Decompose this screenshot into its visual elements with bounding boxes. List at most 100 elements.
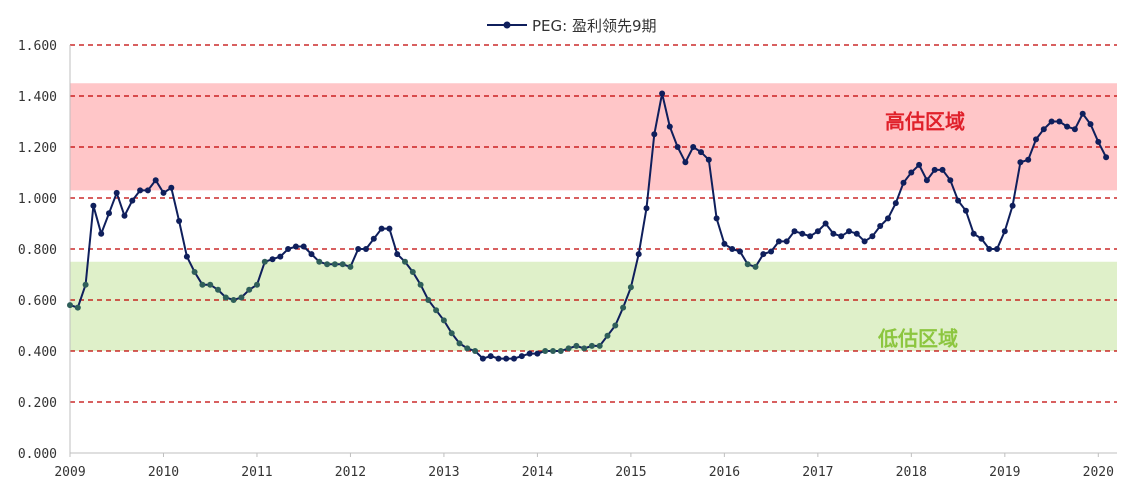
legend: PEG: 盈利领先9期 <box>487 17 657 35</box>
data-point <box>331 261 338 268</box>
data-point <box>183 253 190 260</box>
data-point <box>526 350 533 357</box>
data-point <box>1009 202 1016 209</box>
data-point <box>456 340 463 347</box>
data-point <box>215 286 221 293</box>
data-point <box>339 261 346 268</box>
legend-series-name: PEG: 盈利领先9期 <box>532 17 657 35</box>
data-point <box>846 228 852 235</box>
high-zone-label: 高估区域 <box>885 110 965 134</box>
data-point <box>542 348 549 354</box>
data-point <box>1033 136 1039 143</box>
data-point <box>853 230 860 237</box>
data-point <box>246 286 253 293</box>
data-point <box>464 345 471 352</box>
data-point <box>534 350 541 357</box>
data-point <box>121 212 128 219</box>
data-point <box>791 228 798 235</box>
data-point <box>254 281 260 288</box>
data-point <box>573 342 580 349</box>
data-point <box>144 187 151 194</box>
data-point <box>300 243 307 250</box>
data-point <box>838 233 845 240</box>
y-tick-label: 1.000 <box>18 192 57 207</box>
x-tick-labels: 2009 2010 2011 2012 2013 2014 2015 2016 2017 2018… <box>54 453 1114 480</box>
data-point <box>861 238 868 245</box>
data-point <box>1025 156 1032 163</box>
data-point <box>822 220 829 227</box>
data-point <box>627 284 634 291</box>
data-point <box>518 353 525 360</box>
data-point <box>168 184 175 191</box>
data-point <box>651 131 658 138</box>
data-point <box>596 342 603 349</box>
data-point <box>355 246 362 252</box>
data-point <box>137 187 144 194</box>
data-point <box>433 307 440 314</box>
data-point <box>900 179 907 186</box>
y-tick-label: 0.600 <box>18 294 57 309</box>
data-point <box>729 246 736 252</box>
x-tick-label: 2014 <box>522 465 553 480</box>
data-point <box>98 230 105 237</box>
data-point <box>347 263 354 270</box>
data-point <box>269 256 276 263</box>
data-point <box>1079 110 1086 117</box>
data-point <box>557 348 564 354</box>
data-point <box>425 297 432 303</box>
data-point <box>612 322 619 329</box>
data-point <box>74 304 81 311</box>
data-point <box>409 269 416 275</box>
data-point <box>550 348 556 354</box>
data-point <box>737 248 743 255</box>
data-point <box>402 258 408 265</box>
data-point <box>222 294 229 301</box>
x-tick-label: 2020 <box>1083 465 1114 480</box>
series-peg <box>67 90 1110 362</box>
data-point <box>386 225 393 232</box>
series-markers <box>67 90 1110 362</box>
data-point <box>939 166 946 173</box>
data-point <box>588 342 595 349</box>
data-point <box>783 238 790 245</box>
y-tick-label: 0.000 <box>18 447 57 462</box>
x-tick-label: 2019 <box>989 465 1020 480</box>
data-point <box>503 355 510 362</box>
data-point <box>472 348 479 354</box>
data-point <box>479 355 486 362</box>
data-point <box>285 246 292 252</box>
data-point <box>176 218 183 224</box>
data-point <box>308 251 315 258</box>
data-point <box>487 353 494 360</box>
data-point <box>760 251 767 258</box>
data-point <box>1103 154 1110 161</box>
data-point <box>713 215 720 222</box>
data-point <box>261 258 268 265</box>
data-point <box>370 235 377 242</box>
y-tick-label: 0.800 <box>18 243 57 258</box>
data-point <box>643 205 650 212</box>
data-point <box>892 200 899 207</box>
data-point <box>67 302 73 309</box>
data-point <box>1001 228 1008 235</box>
zone-labels: 高估区域 低估区域 <box>877 110 965 351</box>
data-point <box>511 355 517 362</box>
data-point <box>635 251 642 258</box>
data-point <box>292 243 299 250</box>
y-tick-label: 1.600 <box>18 39 57 54</box>
data-point <box>565 345 572 352</box>
data-point <box>394 251 401 258</box>
y-tick-label: 1.400 <box>18 90 57 105</box>
legend-marker-swatch <box>503 21 511 29</box>
data-point <box>908 169 915 176</box>
data-point <box>324 261 331 268</box>
data-point <box>659 90 666 97</box>
data-point <box>90 202 97 209</box>
y-tick-labels: 0.000 0.200 0.400 0.600 0.800 1.000 1.200 1.400… <box>18 39 57 462</box>
data-point <box>690 144 697 150</box>
data-point <box>830 230 837 237</box>
data-point <box>82 281 89 288</box>
data-point <box>947 177 954 184</box>
data-point <box>682 159 689 166</box>
